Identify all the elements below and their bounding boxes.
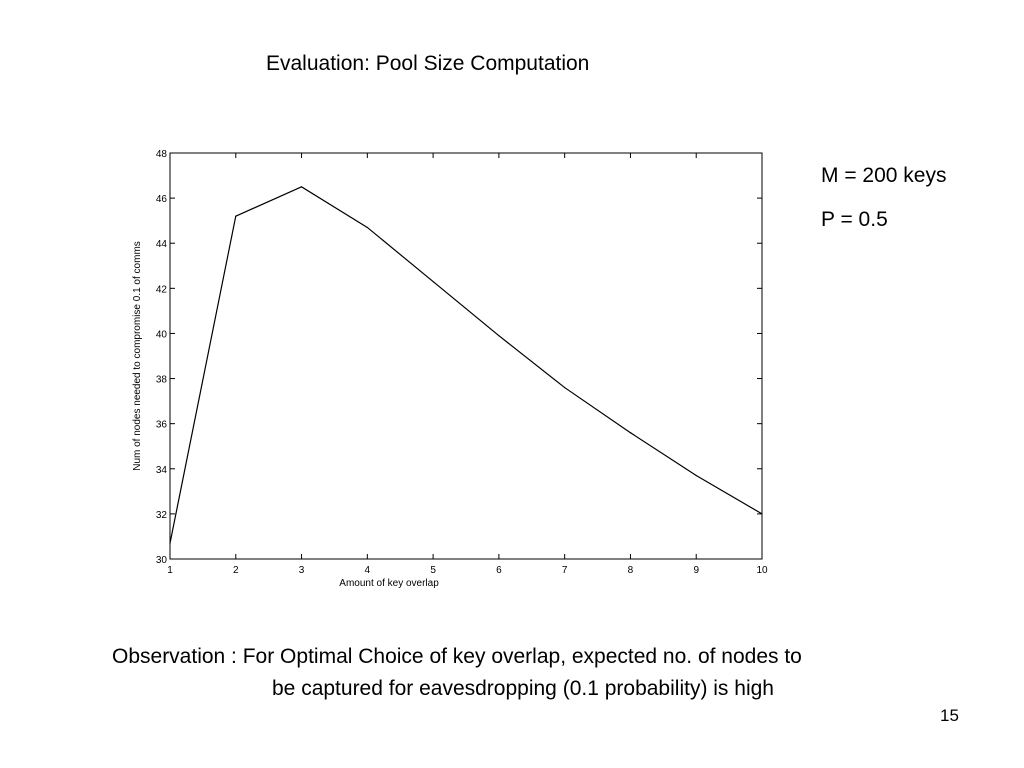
data-point [564,386,566,389]
param-p: P = 0.5 [821,208,888,231]
observation-line-2: be captured for eavesdropping (0.1 proba… [272,677,774,700]
data-point [761,513,763,515]
x-tick-label: 8 [628,565,634,576]
data-point [498,335,500,337]
parameters-box: M = 200 keys P = 0.5 [821,154,946,242]
param-m: M = 200 keys [821,164,947,187]
observation-text: Observation : For Optimal Choice of key … [112,641,802,705]
y-tick-label: 32 [156,510,168,521]
data-point [695,474,697,477]
y-tick-label: 30 [156,555,168,566]
x-tick-label: 10 [756,565,768,576]
y-tick-label: 36 [156,420,168,431]
y-tick-label: 46 [156,194,168,205]
y-tick-label: 34 [156,465,168,476]
y-tick-label: 42 [156,284,168,295]
x-tick-label: 3 [299,565,305,576]
x-tick-label: 9 [693,565,699,576]
data-point [235,215,237,217]
slide-title: Evaluation: Pool Size Computation [266,52,590,75]
x-tick-label: 2 [233,565,239,576]
y-tick-label: 44 [156,239,168,250]
x-axis-label: Amount of key overlap [339,578,439,589]
y-tick-label: 40 [156,329,168,340]
data-point [432,280,434,283]
x-tick-label: 7 [562,565,568,576]
data-point [169,542,171,544]
data-point [366,226,368,229]
y-tick-label: 38 [156,375,168,386]
page-number: 15 [940,706,959,725]
x-tick-label: 4 [365,565,371,576]
y-tick-label: 48 [156,149,168,160]
data-point [629,432,632,434]
data-point [300,186,303,188]
series-line [169,186,763,544]
x-tick-label: 6 [496,565,502,576]
x-tick-label: 1 [167,565,173,576]
plot-frame [169,152,763,560]
observation-line-1: Observation : For Optimal Choice of key … [112,645,802,668]
x-tick-label: 5 [430,565,436,576]
y-axis-label: Num of nodes needed to compromise 0.1 of… [132,241,143,471]
